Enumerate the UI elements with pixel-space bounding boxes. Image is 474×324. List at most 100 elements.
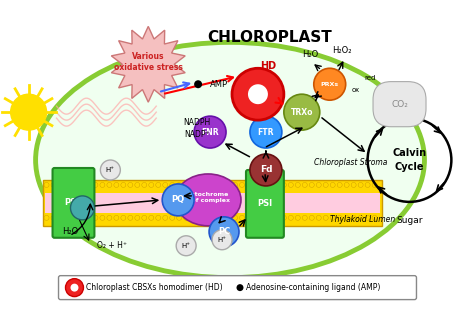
Polygon shape (111, 26, 185, 102)
Circle shape (156, 182, 161, 187)
Circle shape (170, 215, 175, 220)
Circle shape (79, 182, 84, 187)
Circle shape (219, 182, 224, 187)
Text: AMP: AMP (210, 80, 228, 89)
Circle shape (344, 182, 349, 187)
Circle shape (316, 215, 321, 220)
Circle shape (237, 284, 244, 291)
Circle shape (267, 215, 273, 220)
Circle shape (226, 215, 230, 220)
Circle shape (121, 215, 126, 220)
Circle shape (79, 215, 84, 220)
Circle shape (274, 182, 279, 187)
Circle shape (142, 215, 147, 220)
Text: H⁺: H⁺ (182, 243, 191, 249)
Circle shape (72, 182, 77, 187)
Text: TRXo: TRXo (291, 108, 313, 117)
Circle shape (337, 182, 342, 187)
Circle shape (302, 215, 307, 220)
Text: PSI: PSI (257, 199, 273, 208)
Bar (43, 180, 382, 226)
Circle shape (323, 215, 328, 220)
Text: CO₂: CO₂ (391, 100, 408, 109)
Circle shape (177, 215, 182, 220)
Text: Chloroplast CBSXs homodimer (HD): Chloroplast CBSXs homodimer (HD) (86, 283, 223, 292)
Circle shape (219, 215, 224, 220)
Circle shape (239, 182, 245, 187)
Circle shape (310, 182, 314, 187)
Circle shape (248, 84, 268, 104)
Ellipse shape (175, 174, 241, 226)
Text: FNR: FNR (201, 128, 219, 137)
Text: Sugar: Sugar (396, 216, 423, 225)
Circle shape (316, 182, 321, 187)
Circle shape (254, 182, 258, 187)
Circle shape (198, 182, 202, 187)
Circle shape (163, 182, 168, 187)
Circle shape (233, 215, 237, 220)
Circle shape (314, 68, 346, 100)
Circle shape (260, 182, 265, 187)
Circle shape (142, 182, 147, 187)
Circle shape (330, 215, 335, 220)
Circle shape (100, 160, 120, 180)
Circle shape (170, 182, 175, 187)
Circle shape (149, 215, 154, 220)
Circle shape (51, 182, 56, 187)
Circle shape (156, 215, 161, 220)
Text: PSII: PSII (64, 198, 82, 207)
Circle shape (358, 182, 363, 187)
FancyBboxPatch shape (246, 170, 284, 238)
Circle shape (58, 215, 63, 220)
Circle shape (107, 215, 112, 220)
Circle shape (288, 215, 293, 220)
Circle shape (239, 215, 245, 220)
Circle shape (128, 215, 133, 220)
Circle shape (177, 182, 182, 187)
Circle shape (183, 215, 189, 220)
Circle shape (58, 182, 63, 187)
Circle shape (232, 68, 284, 120)
FancyBboxPatch shape (58, 276, 417, 300)
Text: Chloroplast Stroma: Chloroplast Stroma (314, 157, 387, 167)
Circle shape (246, 215, 252, 220)
Bar (45, 192, 380, 213)
Circle shape (205, 215, 210, 220)
Circle shape (226, 182, 230, 187)
Circle shape (295, 182, 301, 187)
Circle shape (71, 284, 79, 292)
Text: H₂O₂: H₂O₂ (332, 46, 351, 55)
Circle shape (86, 215, 91, 220)
Circle shape (44, 182, 49, 187)
Circle shape (100, 182, 105, 187)
Circle shape (128, 182, 133, 187)
Circle shape (358, 215, 363, 220)
Circle shape (337, 215, 342, 220)
Circle shape (310, 215, 314, 220)
Circle shape (51, 215, 56, 220)
Circle shape (330, 182, 335, 187)
Text: CHLOROPLAST: CHLOROPLAST (208, 30, 332, 45)
Circle shape (344, 215, 349, 220)
Text: PRXs: PRXs (321, 82, 339, 87)
Circle shape (183, 182, 189, 187)
Text: PC: PC (218, 227, 230, 236)
Circle shape (44, 215, 49, 220)
Text: H⁺: H⁺ (218, 237, 227, 243)
Text: O₂ + H⁺: O₂ + H⁺ (97, 241, 128, 250)
Circle shape (93, 215, 98, 220)
Circle shape (121, 182, 126, 187)
Circle shape (365, 182, 370, 187)
Circle shape (295, 215, 301, 220)
Circle shape (250, 116, 282, 148)
Circle shape (267, 182, 273, 187)
Circle shape (114, 182, 119, 187)
Circle shape (149, 182, 154, 187)
Circle shape (209, 217, 239, 247)
Text: NADPH: NADPH (183, 118, 210, 127)
Text: Fd: Fd (260, 166, 272, 175)
Text: red: red (364, 75, 375, 81)
Text: FTR: FTR (258, 128, 274, 137)
Circle shape (274, 215, 279, 220)
Circle shape (254, 215, 258, 220)
